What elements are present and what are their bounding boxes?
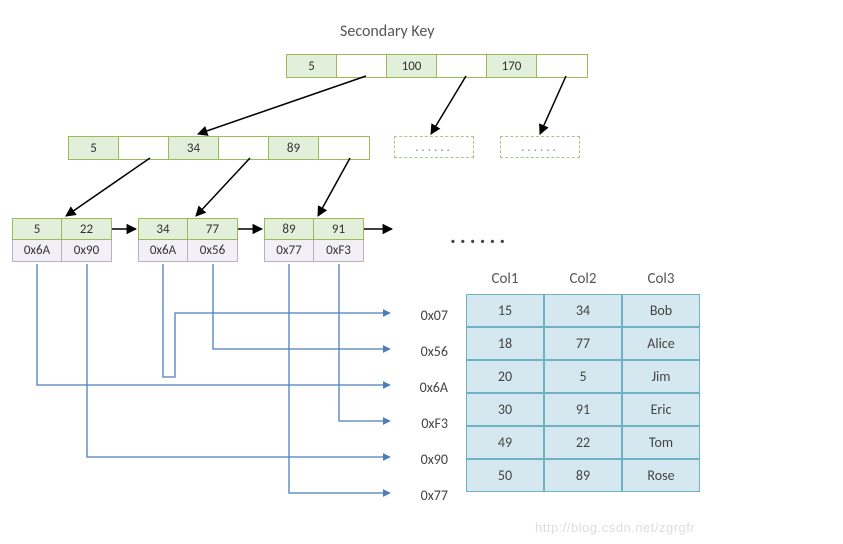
table-cell: Eric xyxy=(622,393,700,426)
tree-arrow xyxy=(198,76,366,134)
tree-arrow xyxy=(540,76,566,134)
leaf-key-cell: 89 xyxy=(264,218,314,240)
leaf-key-cell: 34 xyxy=(138,218,188,240)
pointer-cell xyxy=(219,137,269,159)
leaf-node: 5220x6A0x90 xyxy=(12,218,112,262)
key-cell: 5 xyxy=(69,137,119,159)
key-cell: 100 xyxy=(387,55,437,77)
table-cell: 50 xyxy=(466,459,544,492)
leaf-ptr-cell: 0x77 xyxy=(264,240,314,262)
ellipsis: ...... xyxy=(450,222,509,249)
pointer-arrow xyxy=(37,264,390,385)
leaf-ptr-cell: 0x6A xyxy=(138,240,188,262)
leaf-ptr-cell: 0x6A xyxy=(12,240,62,262)
leaf-key-cell: 5 xyxy=(12,218,62,240)
key-cell: 5 xyxy=(287,55,337,77)
leaf-node: 89910x770xF3 xyxy=(264,218,364,262)
table-row: 205Jim xyxy=(466,360,700,393)
pointer-cell xyxy=(537,55,587,77)
tree-arrow xyxy=(318,158,350,216)
root-node: 5 100 170 xyxy=(286,54,588,78)
table-cell: Rose xyxy=(622,459,700,492)
tree-arrow xyxy=(196,158,250,216)
pointer-cell xyxy=(337,55,387,77)
watermark: http://blog.csdn.net/zgrgfr xyxy=(535,520,695,535)
table-cell: 15 xyxy=(466,294,544,327)
pointer-cell xyxy=(437,55,487,77)
row-address-label: 0x77 xyxy=(398,487,448,504)
pointer-arrow xyxy=(213,264,390,349)
row-address-label: 0xF3 xyxy=(398,415,448,432)
key-cell: 89 xyxy=(269,137,319,159)
table-row: 1534Bob xyxy=(466,294,700,327)
placeholder-node: ...... xyxy=(500,136,580,158)
table-header: Col1 xyxy=(466,264,544,294)
table-cell: 89 xyxy=(544,459,622,492)
table-header: Col3 xyxy=(622,264,700,294)
table-row: 1877Alice xyxy=(466,327,700,360)
internal-node: 5 34 89 xyxy=(68,136,370,160)
tree-arrow xyxy=(66,158,150,216)
pointer-cell xyxy=(119,137,169,159)
row-address-label: 0x90 xyxy=(398,451,448,468)
table-cell: 49 xyxy=(466,426,544,459)
table-cell: Tom xyxy=(622,426,700,459)
table-cell: 5 xyxy=(544,360,622,393)
tree-arrow xyxy=(431,76,466,134)
table-row: 4922Tom xyxy=(466,426,700,459)
leaf-ptr-cell: 0x56 xyxy=(188,240,238,262)
leaf-ptr-cell: 0xF3 xyxy=(314,240,364,262)
table-cell: 20 xyxy=(466,360,544,393)
table-cell: Alice xyxy=(622,327,700,360)
leaf-key-cell: 22 xyxy=(62,218,112,240)
leaf-node: 34770x6A0x56 xyxy=(138,218,238,262)
table-cell: 30 xyxy=(466,393,544,426)
data-table: Col1Col2Col31534Bob1877Alice205Jim3091Er… xyxy=(466,264,700,492)
leaf-ptr-cell: 0x90 xyxy=(62,240,112,262)
pointer-arrow xyxy=(87,264,390,457)
table-cell: Jim xyxy=(622,360,700,393)
leaf-key-cell: 91 xyxy=(314,218,364,240)
table-cell: 77 xyxy=(544,327,622,360)
pointer-arrow xyxy=(163,264,390,377)
table-cell: 18 xyxy=(466,327,544,360)
table-cell: 91 xyxy=(544,393,622,426)
leaf-key-cell: 77 xyxy=(188,218,238,240)
pointer-cell xyxy=(319,137,369,159)
table-cell: 22 xyxy=(544,426,622,459)
table-row: 5089Rose xyxy=(466,459,700,492)
diagram-title: Secondary Key xyxy=(340,22,435,41)
row-address-label: 0x6A xyxy=(398,379,448,396)
row-address-label: 0x56 xyxy=(398,343,448,360)
table-cell: 34 xyxy=(544,294,622,327)
row-address-label: 0x07 xyxy=(398,307,448,324)
table-header: Col2 xyxy=(544,264,622,294)
key-cell: 170 xyxy=(487,55,537,77)
placeholder-node: ...... xyxy=(394,136,474,158)
table-row: 3091Eric xyxy=(466,393,700,426)
table-cell: Bob xyxy=(622,294,700,327)
key-cell: 34 xyxy=(169,137,219,159)
pointer-arrow xyxy=(339,264,390,421)
pointer-arrow xyxy=(289,264,390,493)
